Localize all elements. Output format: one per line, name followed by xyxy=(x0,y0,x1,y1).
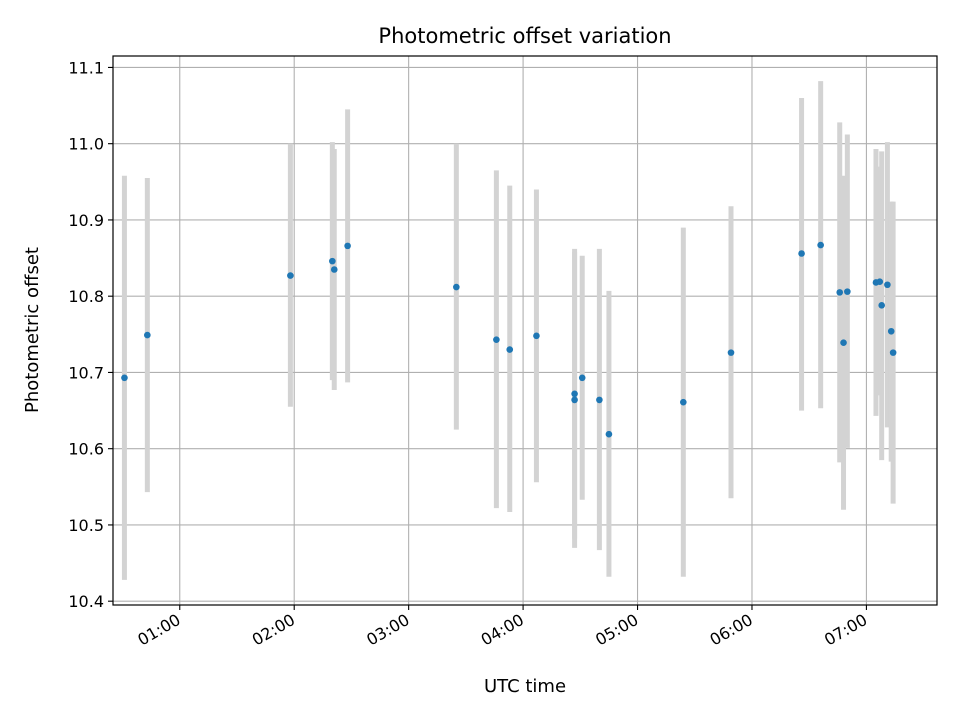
data-point xyxy=(836,289,844,296)
data-point xyxy=(578,374,586,382)
data-point xyxy=(571,396,578,404)
data-point xyxy=(680,398,687,406)
data-point xyxy=(287,272,294,279)
data-point xyxy=(344,242,351,250)
data-point xyxy=(840,339,847,347)
data-point xyxy=(329,257,336,265)
y-tick-label: 10.4 xyxy=(68,592,104,611)
y-tick-label: 10.9 xyxy=(68,211,104,230)
plot-frame xyxy=(112,55,938,606)
data-point xyxy=(596,396,603,404)
data-point xyxy=(727,349,735,356)
data-point xyxy=(506,346,514,353)
data-point xyxy=(817,241,824,249)
data-point xyxy=(844,288,851,295)
data-point xyxy=(493,336,500,343)
data-point xyxy=(533,332,540,340)
data-point xyxy=(121,374,128,382)
data-point xyxy=(453,283,460,291)
data-point xyxy=(798,250,805,257)
data-point xyxy=(889,349,897,356)
y-tick-label: 11.1 xyxy=(68,58,104,77)
data-point xyxy=(571,390,578,398)
data-point xyxy=(884,281,891,289)
data-point xyxy=(144,331,151,339)
y-tick-label: 10.6 xyxy=(68,440,104,459)
x-axis-label: UTC time xyxy=(484,676,566,697)
data-point xyxy=(605,430,613,438)
y-axis-label: Photometric offset xyxy=(22,247,43,413)
data-point xyxy=(876,278,884,286)
y-tick-label: 10.8 xyxy=(68,287,104,306)
data-point xyxy=(887,327,895,335)
data-points xyxy=(121,241,897,438)
y-tick-label: 11.0 xyxy=(68,135,104,154)
data-point xyxy=(878,302,885,309)
data-point xyxy=(330,266,338,273)
chart-title: Photometric offset variation xyxy=(378,24,671,48)
y-tick-label: 10.7 xyxy=(68,363,104,382)
y-tick-label: 10.5 xyxy=(68,516,104,535)
